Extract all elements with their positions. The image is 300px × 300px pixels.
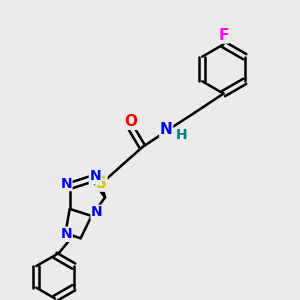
Text: F: F	[218, 28, 229, 43]
Text: N: N	[61, 227, 72, 241]
Text: H: H	[176, 128, 187, 142]
Text: N: N	[60, 176, 72, 190]
Text: N: N	[89, 169, 101, 184]
Text: O: O	[124, 114, 137, 129]
Text: S: S	[96, 176, 107, 191]
Text: N: N	[160, 122, 172, 136]
Text: N: N	[91, 205, 103, 219]
